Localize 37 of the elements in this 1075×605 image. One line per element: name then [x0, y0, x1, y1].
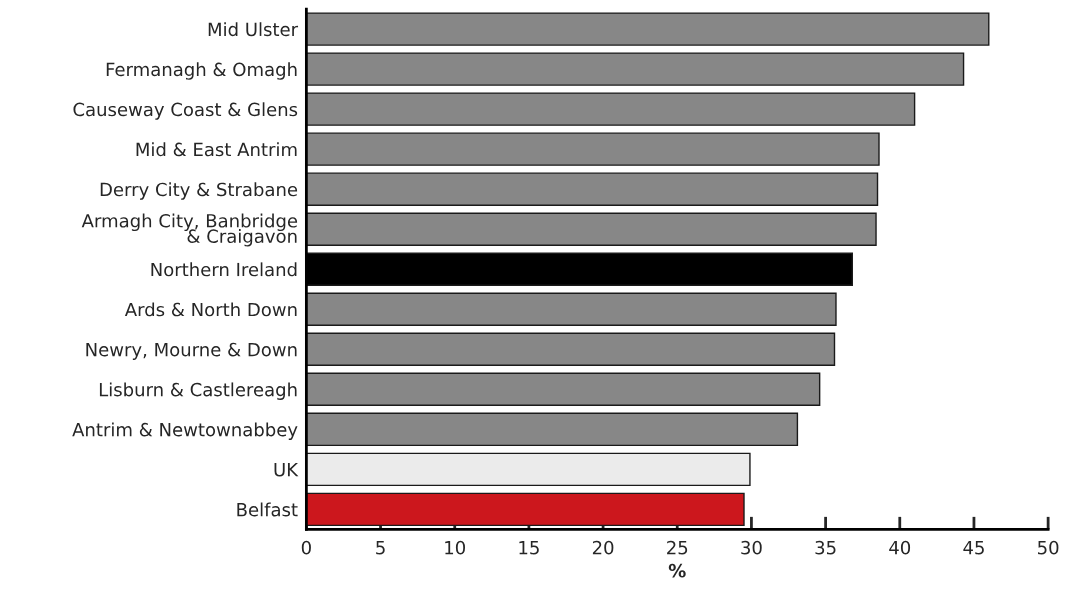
bar [306, 12, 990, 46]
x-tick-label: 35 [815, 540, 836, 555]
bar [306, 212, 877, 246]
bar [306, 132, 880, 166]
y-tick-label: Lisburn & Castlereagh [99, 382, 297, 400]
x-tick-label: 15 [519, 541, 539, 555]
x-tick-label: 20 [592, 540, 614, 555]
x-axis-title: % [668, 563, 686, 578]
bar [306, 292, 837, 326]
x-tick-label: 45 [963, 541, 984, 555]
x-tick-label: 0 [301, 540, 311, 555]
bar [306, 492, 745, 527]
y-tick-label: Newry, Mourne & Down [86, 342, 297, 360]
bar [306, 92, 916, 126]
y-tick-label: Mid Ulster [208, 22, 299, 37]
y-tick-label: Northern Ireland [151, 262, 297, 277]
x-tick-label: 50 [1038, 540, 1059, 555]
bar [306, 412, 799, 447]
x-tick-label: 30 [741, 540, 762, 555]
y-tick-label: Armagh City, Banbridge & Craigavon [81, 213, 298, 247]
x-tick-label: 5 [376, 541, 385, 555]
bar [306, 452, 751, 487]
y-tick-label: Derry City & Strabane [100, 182, 298, 200]
y-tick-label: Mid & East Antrim [136, 142, 297, 157]
y-tick-label: Fermanagh & Omagh [106, 62, 297, 80]
x-tick-label: 40 [889, 540, 911, 555]
y-tick-label: Antrim & Newtownabbey [72, 422, 298, 440]
x-tick-label: 10 [445, 540, 466, 555]
bar [306, 172, 879, 206]
bar [306, 332, 836, 366]
y-tick-label: Causeway Coast & Glens [73, 102, 298, 120]
bar [306, 372, 821, 406]
y-tick-label: Ards & North Down [124, 302, 297, 317]
y-tick-label: UK [274, 463, 299, 477]
bar [306, 52, 965, 86]
y-tick-label: Belfast [237, 502, 298, 517]
x-tick-label: 25 [667, 540, 688, 555]
